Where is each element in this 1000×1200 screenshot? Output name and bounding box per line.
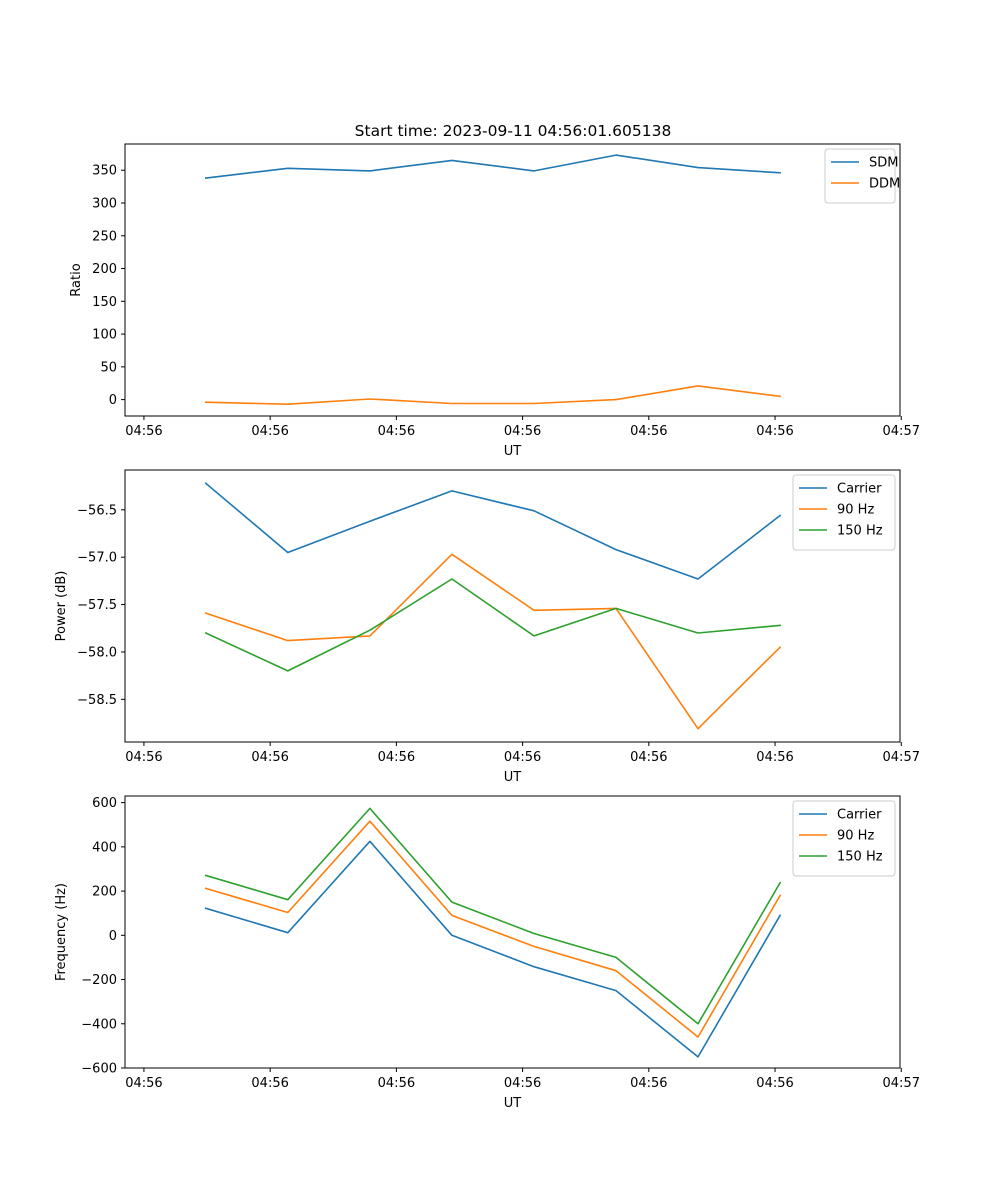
y-tick-label: −58.0 <box>77 645 117 660</box>
series-line-150-hz <box>204 807 782 1025</box>
y-tick-label: −57.5 <box>77 598 117 613</box>
x-tick-label: 04:56 <box>378 424 415 439</box>
x-tick-label: 04:56 <box>251 1076 288 1091</box>
legend-label: Carrier <box>837 808 882 823</box>
x-axis-label: UT <box>504 444 522 459</box>
panel-2: 04:56 04:56 04:56 04:56 04:56 04:56 04:57 −58.5… <box>54 469 920 785</box>
x-tick-label: 04:56 <box>378 750 415 765</box>
y-axis-label: Frequency (Hz) <box>54 883 69 981</box>
legend-label: Carrier <box>837 482 882 497</box>
chart-title: Start time: 2023-09-11 04:56:01.605138 <box>355 122 672 140</box>
series-line-90-hz <box>204 553 782 730</box>
x-tick-label: 04:56 <box>504 424 541 439</box>
y-tick-label: 0 <box>109 929 117 944</box>
legend-box <box>792 474 896 551</box>
panel-3: 04:56 04:56 04:56 04:56 04:56 04:56 04:57 −600 −… <box>54 795 920 1111</box>
y-tick-label: −58.5 <box>77 693 117 708</box>
legend-box <box>792 800 896 877</box>
legend: Carrier 90 Hz 150 Hz <box>792 474 896 551</box>
x-tick-label: 04:56 <box>504 750 541 765</box>
legend: Carrier 90 Hz 150 Hz <box>792 800 896 877</box>
y-axis-label: Ratio <box>69 263 84 296</box>
x-tick-label: 04:56 <box>125 424 162 439</box>
y-tick-label: 250 <box>92 229 117 244</box>
legend-label: 150 Hz <box>837 524 883 539</box>
x-axis-label: UT <box>504 1096 522 1111</box>
x-tick-label: 04:57 <box>883 750 920 765</box>
legend: SDM DDM <box>824 148 900 204</box>
series-line-ddm <box>204 385 781 406</box>
x-tick-label: 04:56 <box>630 424 667 439</box>
y-tick-label: 300 <box>92 196 117 211</box>
legend-label: DDM <box>869 177 900 192</box>
y-tick-label: −56.5 <box>77 503 117 518</box>
y-axis-label: Power (dB) <box>54 571 69 642</box>
y-tick-label: 350 <box>92 164 117 179</box>
legend-label: 90 Hz <box>837 503 874 518</box>
legend-label: 90 Hz <box>837 829 874 844</box>
y-tick-label: 150 <box>92 295 117 310</box>
y-tick-label: 400 <box>92 840 117 855</box>
y-tick-label: −400 <box>81 1017 117 1032</box>
x-tick-label: 04:56 <box>251 750 288 765</box>
series-line-90-hz <box>204 820 782 1038</box>
series-line-sdm <box>204 154 781 179</box>
x-tick-label: 04:56 <box>630 1076 667 1091</box>
series-line-carrier <box>204 482 782 580</box>
legend-label: SDM <box>869 156 898 171</box>
x-tick-label: 04:56 <box>504 1076 541 1091</box>
y-tick-label: 50 <box>100 360 117 375</box>
legend-label: 150 Hz <box>837 850 883 865</box>
y-tick-label: −600 <box>81 1062 117 1077</box>
x-tick-label: 04:56 <box>756 424 793 439</box>
x-tick-label: 04:56 <box>630 750 667 765</box>
x-tick-label: 04:56 <box>125 750 162 765</box>
y-tick-label: 100 <box>92 328 117 343</box>
y-tick-label: 200 <box>92 262 117 277</box>
panels: 04:56 04:56 04:56 04:56 04:56 04:56 04:57 0 50 10… <box>54 143 920 1111</box>
series-line-150-hz <box>204 578 781 672</box>
x-tick-label: 04:56 <box>125 1076 162 1091</box>
y-tick-label: 0 <box>109 393 117 408</box>
x-tick-label: 04:56 <box>756 750 793 765</box>
axes-frame <box>124 469 901 743</box>
x-tick-label: 04:56 <box>756 1076 793 1091</box>
y-tick-label: −57.0 <box>77 551 117 566</box>
x-tick-label: 04:57 <box>883 1076 920 1091</box>
y-tick-label: −200 <box>81 973 117 988</box>
x-tick-label: 04:57 <box>883 424 920 439</box>
x-tick-label: 04:56 <box>378 1076 415 1091</box>
y-tick-label: 600 <box>92 796 117 811</box>
axes-frame <box>124 143 901 417</box>
x-tick-label: 04:56 <box>251 424 288 439</box>
y-tick-label: 200 <box>92 885 117 900</box>
series-line-carrier <box>204 840 782 1058</box>
panel-1: 04:56 04:56 04:56 04:56 04:56 04:56 04:57 0 50 10… <box>69 143 920 459</box>
axes-frame <box>124 795 901 1069</box>
x-axis-label: UT <box>504 770 522 785</box>
